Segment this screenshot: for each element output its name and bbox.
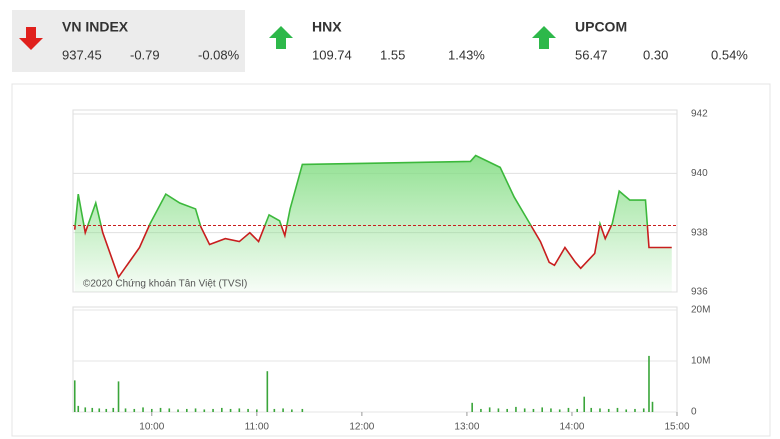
index-tile bbox=[12, 10, 245, 72]
volume-bar bbox=[651, 401, 654, 412]
watermark: ©2020 Chứng khoán Tân Việt (TVSI) bbox=[83, 279, 247, 290]
trend-arrow bbox=[532, 26, 556, 49]
y-tick-label: 20M bbox=[691, 305, 710, 316]
x-tick-label: 12:00 bbox=[349, 422, 374, 433]
volume-bar bbox=[488, 407, 491, 412]
volume-bar bbox=[291, 409, 293, 412]
volume-bar bbox=[91, 407, 94, 412]
volume-bar bbox=[266, 371, 269, 412]
volume-bar bbox=[221, 407, 223, 412]
volume-bar bbox=[541, 407, 543, 412]
x-tick-label: 14:00 bbox=[559, 422, 584, 433]
volume-bar bbox=[567, 407, 570, 412]
volume-bar bbox=[98, 408, 101, 412]
y-tick-label: 942 bbox=[691, 109, 708, 120]
volume-bar bbox=[558, 409, 561, 412]
volume-bar bbox=[238, 408, 241, 412]
area-fill bbox=[74, 155, 672, 292]
volume-bar bbox=[515, 406, 517, 412]
volume-bar bbox=[150, 408, 153, 412]
volume-bar bbox=[133, 408, 136, 412]
volume-bar bbox=[583, 396, 586, 412]
volume-bar bbox=[124, 408, 127, 412]
volume-bar bbox=[117, 381, 120, 412]
price-line bbox=[73, 154, 672, 279]
index-name: UPCOM bbox=[575, 19, 627, 35]
index-percent: 0.54% bbox=[711, 47, 748, 62]
volume-bar bbox=[194, 408, 197, 412]
volume-bar bbox=[471, 402, 473, 412]
index-change: 0.30 bbox=[643, 47, 668, 62]
volume-bar bbox=[642, 408, 645, 412]
index-tile bbox=[525, 10, 758, 72]
index-percent: 1.43% bbox=[448, 47, 485, 62]
volume-bar bbox=[177, 409, 179, 412]
y-tick-label: 940 bbox=[691, 168, 708, 179]
volume-bar bbox=[168, 408, 171, 412]
volume-bar bbox=[625, 409, 628, 412]
volume-bar bbox=[112, 407, 115, 412]
x-tick-label: 15:00 bbox=[664, 422, 689, 433]
index-value: 109.74 bbox=[312, 47, 352, 62]
volume-bar bbox=[616, 407, 619, 412]
volume-bar bbox=[607, 408, 610, 412]
volume-bar bbox=[480, 408, 482, 412]
index-name: HNX bbox=[312, 19, 342, 35]
volume-bar bbox=[590, 407, 593, 412]
index-value: 937.45 bbox=[62, 47, 102, 62]
volume-bar bbox=[84, 407, 87, 412]
x-tick-label: 13:00 bbox=[454, 422, 479, 433]
y-tick-label: 10M bbox=[691, 356, 710, 367]
volume-bar bbox=[550, 408, 552, 412]
volume-bar bbox=[185, 408, 188, 412]
volume-bar bbox=[77, 405, 80, 412]
volume-bar bbox=[599, 408, 601, 412]
volume-bar bbox=[523, 408, 526, 412]
y-tick-label: 0 bbox=[691, 407, 697, 418]
volume-bar bbox=[576, 408, 579, 412]
volume-bar bbox=[497, 408, 500, 412]
trend-arrow bbox=[269, 26, 293, 49]
index-percent: -0.08% bbox=[198, 47, 240, 62]
x-tick-label: 11:00 bbox=[245, 422, 270, 433]
volume-bar bbox=[301, 408, 304, 412]
trend-arrow bbox=[19, 27, 43, 50]
volume-bar bbox=[634, 408, 636, 412]
y-tick-label: 938 bbox=[691, 227, 708, 238]
index-tile bbox=[262, 10, 495, 72]
volume-bar bbox=[105, 408, 108, 412]
index-value: 56.47 bbox=[575, 47, 608, 62]
index-change: 1.55 bbox=[380, 47, 405, 62]
volume-bar bbox=[256, 409, 258, 412]
volume-bar bbox=[273, 408, 276, 412]
volume-bar bbox=[212, 408, 214, 412]
volume-bar bbox=[159, 407, 162, 412]
volume-bar bbox=[532, 408, 535, 412]
volume-bar bbox=[648, 355, 650, 412]
volume-bar bbox=[506, 408, 508, 412]
volume-bar bbox=[247, 408, 249, 412]
index-change: -0.79 bbox=[130, 47, 160, 62]
index-name: VN INDEX bbox=[62, 19, 129, 35]
volume-bar bbox=[142, 407, 144, 412]
volume-bar bbox=[229, 408, 232, 412]
volume-bar bbox=[73, 380, 76, 412]
volume-bar bbox=[203, 409, 206, 412]
x-tick-label: 10:00 bbox=[139, 422, 164, 433]
volume-bar bbox=[282, 408, 284, 412]
y-tick-label: 936 bbox=[691, 287, 708, 298]
